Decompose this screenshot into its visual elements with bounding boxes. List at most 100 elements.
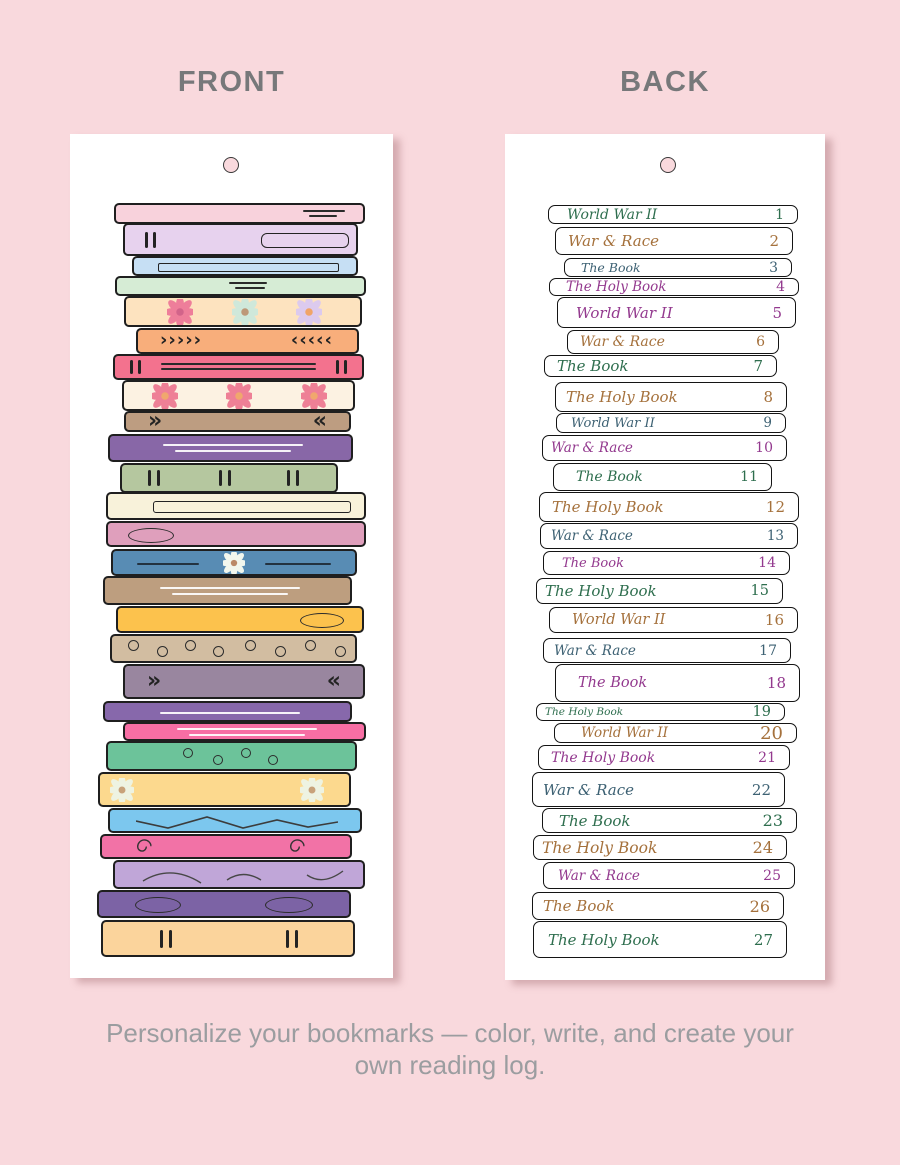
dot-decoration	[213, 646, 224, 657]
book-title: The Book	[557, 357, 629, 375]
tick-mark	[145, 231, 148, 248]
book-number: 15	[750, 583, 769, 599]
dot-decoration	[185, 640, 196, 651]
flower-wrap	[292, 295, 325, 328]
arc-decoration	[142, 870, 344, 884]
bookmark-front: ››››› ‹‹‹‹‹» «» «	[70, 134, 393, 978]
line-decoration	[229, 282, 267, 285]
book-title: World War II	[576, 303, 673, 322]
log-entry-10: War & Race 10	[542, 435, 787, 461]
log-entry-13: War & Race 13	[540, 523, 798, 549]
book-spine-22	[98, 772, 351, 807]
book-spine-5	[124, 295, 362, 328]
punch-hole-icon	[660, 157, 676, 173]
ellipse-decoration	[300, 613, 344, 628]
book-spine-8	[122, 379, 355, 412]
book-title: World War II	[581, 725, 668, 741]
log-entry-9: World War II 9	[556, 413, 786, 433]
book-number: 1	[775, 206, 784, 223]
book-number: 20	[760, 722, 783, 744]
dot-decoration	[213, 755, 223, 765]
book-number: 26	[749, 896, 770, 916]
tick-mark	[296, 470, 299, 486]
book-title: The Holy Book	[548, 930, 660, 949]
flower-wrap	[164, 295, 196, 328]
log-entry-6: War & Race 6	[567, 330, 779, 354]
book-title: The Holy Book	[566, 279, 667, 295]
chevron-icon: ›››››	[160, 329, 203, 351]
chevron-icon: «	[326, 668, 341, 694]
book-title: War & Race	[551, 528, 633, 544]
book-spine-15	[103, 576, 352, 605]
log-entry-19: The Holy Book 19	[536, 703, 785, 721]
dot-decoration	[241, 748, 251, 758]
book-number: 10	[755, 440, 773, 456]
log-entry-25: War & Race 25	[543, 862, 795, 889]
book-number: 22	[751, 780, 771, 799]
ellipse-decoration	[265, 897, 313, 913]
ellipse-decoration	[128, 528, 174, 543]
dot-decoration	[183, 748, 193, 758]
book-spine-23	[108, 808, 362, 833]
book-number: 16	[764, 611, 784, 629]
flower-icon	[107, 774, 137, 805]
flower-wrap	[229, 295, 262, 328]
line-decoration	[177, 728, 317, 731]
flower-icon	[149, 379, 181, 412]
book-number: 13	[766, 528, 784, 544]
flower-icon	[220, 549, 248, 576]
log-entry-7: The Book 7	[544, 355, 777, 377]
tick-mark	[153, 231, 156, 248]
line-decoration	[189, 734, 305, 737]
flower-icon	[222, 379, 255, 412]
line-decoration	[137, 563, 199, 566]
log-entry-14: The Book 14	[543, 551, 790, 575]
log-entry-4: The Holy Book 4	[549, 278, 799, 296]
log-entry-18: The Book 18	[555, 664, 800, 702]
book-number: 9	[763, 415, 772, 431]
book-spine-16	[116, 606, 364, 633]
book-spine-25	[113, 860, 365, 889]
book-title: World War II	[567, 206, 658, 223]
chevron-icon: «	[312, 408, 327, 434]
book-title: The Book	[581, 260, 641, 275]
book-number: 8	[763, 388, 773, 406]
tick-mark	[138, 360, 141, 374]
tick-mark	[295, 929, 298, 948]
log-entry-12: The Holy Book 12	[539, 492, 799, 522]
book-spine-24	[100, 834, 352, 859]
line-decoration	[175, 450, 291, 453]
book-spine-19	[103, 701, 352, 722]
book-number: 19	[752, 704, 771, 720]
flower-icon	[297, 774, 327, 805]
book-title: War & Race	[580, 334, 665, 350]
back-heading: BACK	[620, 66, 710, 98]
book-spine-6: ››››› ‹‹‹‹‹	[136, 328, 359, 354]
book-spine-10	[108, 434, 353, 462]
book-number: 5	[772, 303, 782, 322]
book-spine-7	[113, 354, 364, 380]
zigzag-decoration	[136, 816, 338, 829]
book-number: 24	[752, 838, 773, 857]
caption: Personalize your bookmarks — color, writ…	[106, 1018, 794, 1080]
book-title: The Book	[578, 675, 648, 691]
line-decoration	[309, 215, 337, 218]
book-spine-13	[106, 521, 366, 547]
log-entry-15: The Holy Book 15	[536, 578, 783, 604]
chevron-icon: »	[147, 668, 162, 694]
book-title: War & Race	[554, 642, 636, 659]
front-heading: FRONT	[177, 66, 286, 98]
line-decoration	[160, 587, 300, 590]
dot-decoration	[305, 640, 316, 651]
book-number: 2	[769, 232, 779, 250]
label-rect	[158, 263, 339, 272]
tick-mark	[157, 470, 160, 486]
spiral-icon	[136, 838, 152, 852]
log-entry-8: The Holy Book 8	[555, 382, 787, 412]
tick-mark	[160, 929, 163, 948]
book-title: The Book	[543, 897, 615, 915]
book-title: The Holy Book	[551, 749, 656, 766]
book-number: 6	[756, 334, 765, 350]
line-decoration	[265, 563, 331, 566]
